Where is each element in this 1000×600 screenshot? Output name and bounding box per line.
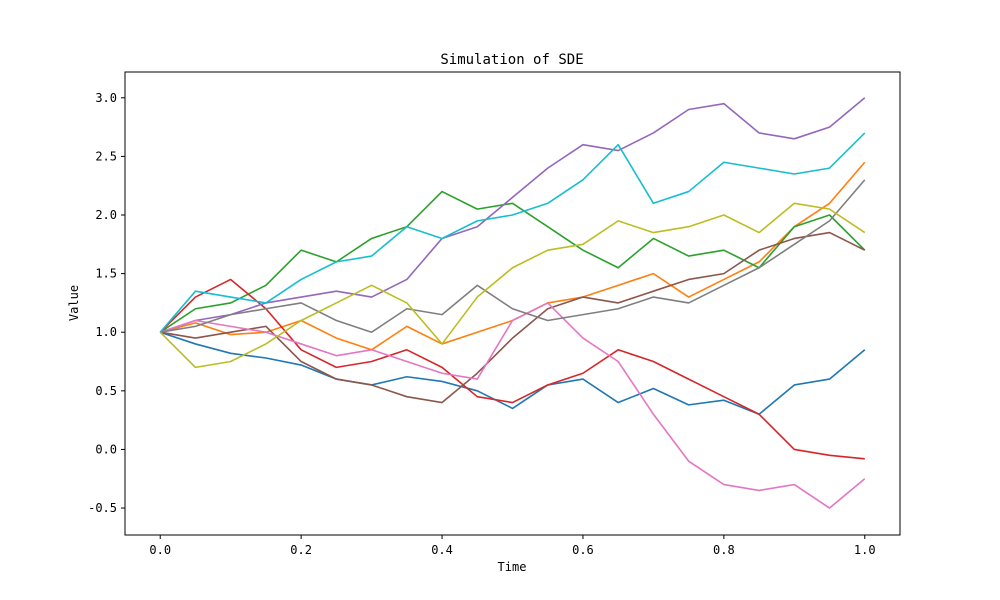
y-axis: -0.5 0.0 0.5 1.0 1.5 2.0 2.5 3.0 — [88, 91, 125, 515]
x-tick-label: 0.4 — [431, 543, 453, 557]
x-tick-label: 1.0 — [854, 543, 876, 557]
series-line-5 — [159, 97, 866, 333]
x-tick-label: 0.0 — [149, 543, 171, 557]
series-line-10 — [159, 132, 866, 333]
y-axis-label: Value — [67, 285, 81, 321]
chart-title: Simulation of SDE — [440, 52, 583, 68]
y-tick-label: 2.5 — [95, 149, 117, 163]
series-layer — [159, 97, 866, 509]
series-line-4 — [159, 278, 865, 460]
y-tick-label: 0.0 — [95, 442, 117, 456]
y-tick-label: 3.0 — [95, 91, 117, 105]
x-tick-label: 0.2 — [290, 543, 312, 557]
series-line-7 — [159, 302, 866, 509]
y-tick-label: -0.5 — [88, 501, 117, 515]
series-line-9 — [159, 202, 866, 369]
x-tick-label: 0.6 — [572, 543, 594, 557]
series-line-8 — [160, 179, 866, 334]
y-tick-label: 0.5 — [95, 384, 117, 398]
plot-frame — [124, 71, 901, 536]
x-axis: 0.0 0.2 0.4 0.6 0.8 1.0 — [149, 535, 876, 557]
x-axis-label: Time — [498, 560, 527, 574]
y-tick-label: 1.0 — [95, 325, 117, 339]
series-line-6 — [160, 231, 866, 404]
y-tick-label: 2.0 — [95, 208, 117, 222]
x-tick-label: 0.8 — [713, 543, 735, 557]
series-line-3 — [159, 190, 866, 333]
series-line-1 — [159, 331, 866, 416]
y-tick-label: 1.5 — [95, 267, 117, 281]
